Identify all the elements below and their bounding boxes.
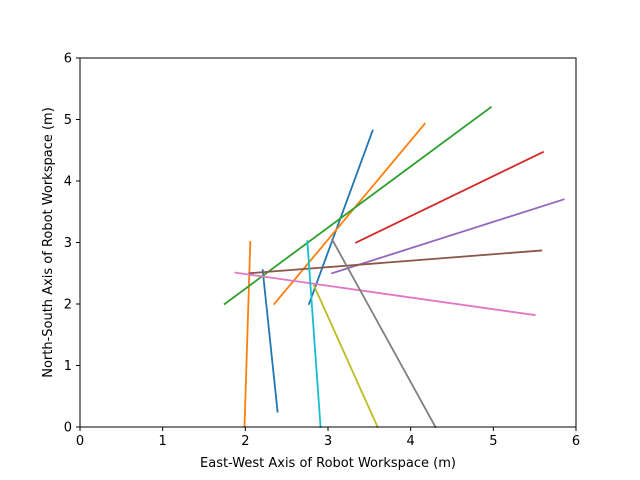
y-axis-label: North-South Axis of Robot Workspace (m) bbox=[41, 107, 56, 378]
plot-area-frame bbox=[79, 57, 577, 428]
y-axis-ticks: 0 1 2 3 4 5 6 bbox=[64, 52, 80, 436]
x-tick-label: 3 bbox=[324, 434, 332, 449]
x-tick-label: 5 bbox=[489, 434, 497, 449]
series-line-11 bbox=[312, 284, 379, 429]
series-layer bbox=[223, 105, 565, 429]
y-tick-label: 2 bbox=[64, 298, 72, 313]
series-line-6 bbox=[354, 150, 545, 244]
series-line-3 bbox=[272, 122, 426, 306]
x-tick-label: 1 bbox=[159, 434, 167, 449]
y-tick-label: 5 bbox=[64, 113, 72, 128]
series-line-12 bbox=[306, 240, 322, 428]
x-tick-label: 0 bbox=[76, 434, 84, 449]
series-line-9 bbox=[234, 271, 536, 317]
x-tick-label: 2 bbox=[241, 434, 249, 449]
x-axis-label: East-West Axis of Robot Workspace (m) bbox=[200, 456, 456, 471]
y-tick-label: 0 bbox=[64, 421, 72, 436]
series-line-8 bbox=[248, 249, 543, 275]
series-line-7 bbox=[331, 198, 565, 275]
y-tick-label: 6 bbox=[64, 52, 72, 67]
x-axis-ticks: 0 1 2 3 4 5 6 bbox=[76, 427, 580, 449]
x-tick-label: 4 bbox=[407, 434, 415, 449]
x-tick-label: 6 bbox=[572, 434, 580, 449]
y-tick-label: 1 bbox=[64, 359, 72, 374]
series-line-5 bbox=[223, 105, 493, 306]
y-tick-label: 3 bbox=[64, 236, 72, 251]
series-line-2 bbox=[261, 269, 279, 413]
series-line-4 bbox=[243, 240, 252, 428]
series-line-10 bbox=[330, 238, 437, 429]
y-tick-label: 4 bbox=[64, 175, 72, 190]
